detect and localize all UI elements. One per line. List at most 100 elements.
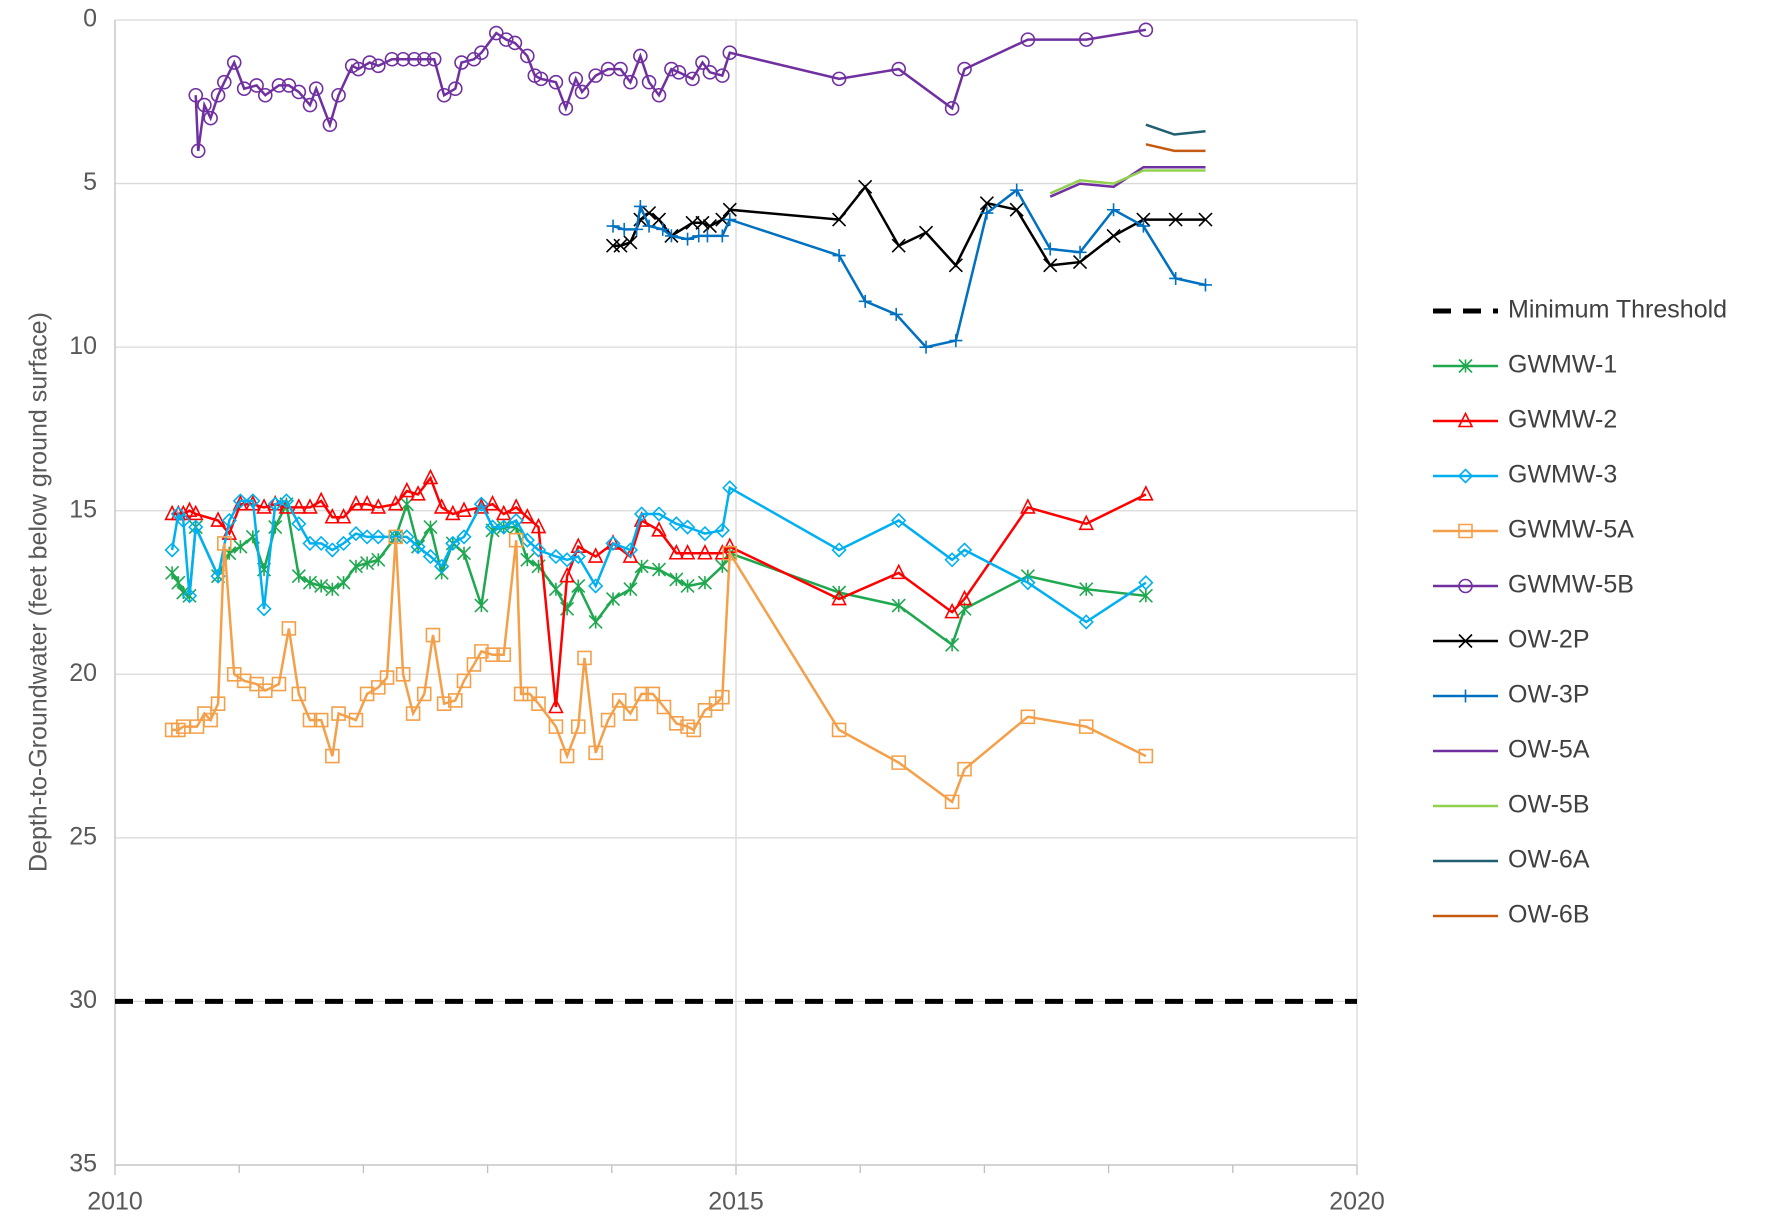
data-point: [697, 575, 713, 590]
data-point: [371, 552, 386, 567]
data-point: [313, 712, 329, 728]
data-point: [530, 542, 547, 558]
data-point: [1020, 575, 1036, 591]
data-point: [271, 676, 287, 692]
data-point: [1138, 588, 1153, 603]
data-point: [331, 706, 346, 721]
data-point: [697, 525, 713, 542]
legend-label: GWMW-5A: [1508, 516, 1634, 544]
data-point: [697, 543, 713, 560]
legend-marker: [1458, 633, 1473, 649]
plot-area: 0 5 10 15 20 25 30 35 2010 2015 2020: [69, 5, 1385, 1216]
y-tick-label: 25: [69, 822, 97, 850]
data-point: [474, 644, 489, 659]
data-point: [622, 542, 639, 558]
legend-label: GWMW-5B: [1508, 571, 1634, 599]
data-point: [708, 696, 724, 712]
data-point: [308, 81, 324, 96]
data-point: [957, 761, 972, 777]
data-point: [948, 258, 963, 273]
data-point: [325, 748, 340, 764]
data-point: [425, 627, 441, 643]
data-point: [891, 512, 907, 529]
data-point: [448, 81, 463, 96]
data-point: [574, 84, 590, 100]
data-point: [249, 676, 264, 692]
legend-marker: [1459, 689, 1472, 703]
data-point: [216, 536, 232, 551]
data-point: [245, 493, 261, 509]
data-point: [379, 670, 395, 685]
data-point: [530, 517, 547, 534]
data-point: [522, 686, 538, 702]
data-point: [484, 519, 501, 535]
data-point: [668, 543, 685, 560]
data-point: [944, 101, 960, 116]
data-point: [570, 537, 587, 553]
series-line: [172, 475, 1147, 708]
data-point: [197, 706, 212, 721]
data-point: [359, 686, 375, 702]
data-point: [302, 97, 318, 113]
data-point: [170, 506, 186, 522]
data-point: [456, 501, 472, 518]
data-point: [314, 578, 329, 594]
legend-label: OW-5B: [1508, 791, 1590, 819]
data-point: [410, 485, 426, 501]
data-point: [359, 529, 375, 545]
data-point: [362, 55, 377, 70]
data-point: [531, 696, 546, 712]
legend-label: OW-6A: [1508, 846, 1590, 874]
data-point: [1198, 278, 1212, 292]
data-point: [348, 559, 364, 574]
data-point: [359, 494, 375, 511]
data-point: [520, 48, 535, 64]
y-tick-label: 0: [83, 5, 97, 33]
data-point: [722, 545, 738, 561]
data-point: [548, 582, 563, 597]
series-line: [1145, 123, 1206, 136]
data-point: [641, 74, 657, 90]
data-point: [267, 496, 283, 512]
data-point: [474, 598, 489, 613]
data-point: [448, 693, 463, 708]
data-point: [1078, 719, 1094, 734]
legend-label: GWMW-3: [1508, 461, 1617, 489]
data-point: [1078, 514, 1095, 531]
data-point: [957, 61, 972, 77]
legend-marker: [1458, 523, 1473, 539]
data-point: [1198, 212, 1213, 227]
data-point: [335, 507, 352, 524]
data-point: [395, 666, 411, 682]
data-point: [858, 294, 872, 308]
data-point: [664, 229, 678, 243]
data-point: [559, 552, 575, 568]
data-point: [456, 546, 472, 561]
data-point: [890, 563, 907, 580]
data-point: [656, 699, 672, 715]
data-point: [605, 238, 621, 253]
data-point: [278, 493, 295, 509]
data-point: [291, 569, 306, 584]
data-point: [1072, 255, 1088, 270]
data-point: [384, 51, 400, 67]
data-point: [889, 307, 903, 321]
series-line: [1049, 169, 1206, 195]
data-point: [656, 222, 670, 236]
data-point: [1020, 32, 1036, 47]
data-point: [336, 575, 351, 590]
data-point: [600, 712, 616, 728]
data-point: [416, 51, 432, 67]
data-point: [331, 87, 346, 103]
y-tick-label: 30: [69, 986, 97, 1014]
data-point: [313, 535, 329, 552]
data-point: [697, 702, 713, 718]
data-point: [1138, 485, 1154, 501]
legend-label: GWMW-2: [1508, 406, 1617, 434]
legend-label: Minimum Threshold: [1508, 296, 1727, 324]
data-point: [210, 87, 226, 103]
data-point: [668, 516, 685, 532]
data-point: [831, 589, 847, 606]
data-point: [548, 697, 564, 714]
data-point: [249, 78, 264, 93]
